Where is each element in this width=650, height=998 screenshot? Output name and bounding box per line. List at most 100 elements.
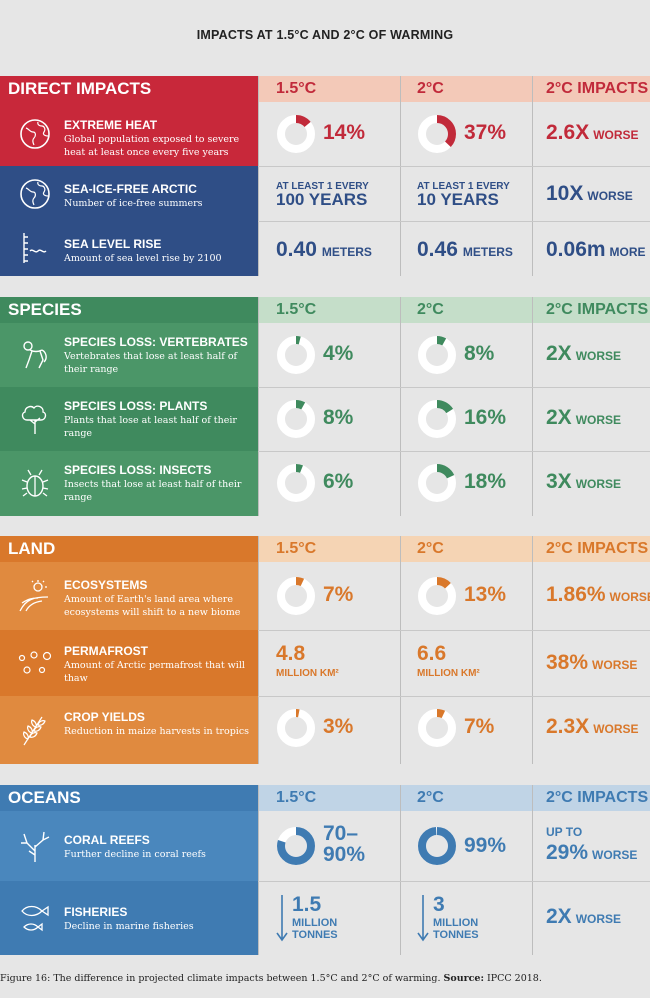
donut-fill bbox=[418, 400, 456, 438]
value-2c: 13% bbox=[464, 583, 507, 606]
donut-fill bbox=[418, 709, 456, 747]
value-2c-top: AT LEAST 1 EVERY bbox=[417, 181, 510, 192]
value-2c: 18% bbox=[464, 470, 507, 493]
col-2c: 2°C bbox=[417, 540, 444, 557]
value-2c: 6.6 bbox=[417, 642, 447, 665]
beetle-icon bbox=[21, 469, 49, 497]
unit-1-5c: MILLION TONNES bbox=[292, 917, 338, 941]
row-species-vertebrates: SPECIES LOSS: VERTEBRATES Vertebrates th… bbox=[0, 323, 650, 387]
col-2c: 2°C bbox=[417, 301, 444, 318]
value-2c: 16% bbox=[464, 406, 507, 429]
row-coral-reefs: CORAL REEFS Further decline in coral ree… bbox=[0, 811, 650, 881]
donut-fill bbox=[277, 464, 315, 502]
row-title: SEA-ICE-FREE ARCTIC bbox=[64, 182, 197, 196]
donut-ecosystems-2c bbox=[418, 577, 456, 615]
donut-coral-1-5c bbox=[277, 827, 315, 865]
impact-value: 2X WORSE bbox=[546, 342, 622, 365]
globe-icon bbox=[20, 179, 50, 209]
row-fisheries: FISHERIES Decline in marine fisheries 1.… bbox=[0, 881, 650, 955]
monkey-icon bbox=[23, 341, 47, 369]
infographic-title: IMPACTS AT 1.5°C AND 2°C OF WARMING bbox=[196, 28, 454, 42]
value-1-5c: 4.8 bbox=[276, 642, 306, 665]
row-title: EXTREME HEAT bbox=[64, 118, 158, 132]
impact-value: 0.06m MORE bbox=[546, 238, 646, 261]
section-title: LAND bbox=[0, 536, 258, 562]
row-title: SPECIES LOSS: VERTEBRATES bbox=[64, 335, 248, 349]
row-title: ECOSYSTEMS bbox=[64, 578, 148, 592]
donut-fill bbox=[277, 115, 315, 153]
impact-value: 29% WORSE bbox=[546, 841, 638, 864]
figure-caption: Figure 16: The difference in projected c… bbox=[0, 973, 542, 984]
row-permafrost: PERMAFROST Amount of Arctic permafrost t… bbox=[0, 630, 650, 696]
col-impacts: 2°C IMPACTS bbox=[546, 789, 649, 806]
donut-insects-1-5c bbox=[277, 464, 315, 502]
value-1-5c: 8% bbox=[323, 406, 354, 429]
impact-value: 2.6X WORSE bbox=[546, 121, 639, 144]
impact-prefix: UP TO bbox=[546, 825, 583, 839]
col-2c: 2°C bbox=[417, 789, 444, 806]
donut-crop-1-5c bbox=[277, 709, 315, 747]
row-desc: Insects that lose at least half of their… bbox=[64, 479, 242, 503]
value-1-5c: 14% bbox=[323, 121, 366, 144]
ice-particles-icon bbox=[18, 651, 52, 674]
donut-fill bbox=[277, 336, 315, 374]
col-1-5c: 1.5°C bbox=[276, 301, 317, 318]
donut-track bbox=[277, 709, 315, 747]
donut-coral-2c bbox=[418, 827, 456, 865]
col-2c: 2°C bbox=[417, 80, 444, 97]
donut-heat-2c bbox=[418, 115, 456, 153]
donut-track bbox=[418, 709, 456, 747]
section-species: SPECIES 1.5°C 2°C 2°C IMPACTS SPECIES LO… bbox=[0, 297, 650, 516]
donut-track bbox=[277, 400, 315, 438]
donut-fill bbox=[418, 577, 456, 615]
sea-level-gauge-icon bbox=[23, 233, 47, 263]
donut-vertebrates-1-5c bbox=[277, 336, 315, 374]
row-desc: Amount of sea level rise by 2100 bbox=[64, 253, 222, 264]
down-arrow-icon bbox=[276, 895, 288, 942]
row-desc: Global population exposed to severe heat… bbox=[64, 134, 240, 158]
value-2c: 37% bbox=[464, 121, 507, 144]
row-species-plants: SPECIES LOSS: PLANTS Plants that lose at… bbox=[0, 387, 650, 451]
donut-plants-1-5c bbox=[277, 400, 315, 438]
impact-value: 38% WORSE bbox=[546, 651, 638, 674]
value-2c: 0.46 METERS bbox=[417, 238, 513, 261]
impact-value: 2.3X WORSE bbox=[546, 715, 639, 738]
impact-value: 2X WORSE bbox=[546, 406, 622, 429]
value-2c: 7% bbox=[464, 715, 495, 738]
wheat-icon bbox=[23, 716, 46, 746]
donut-fill bbox=[418, 336, 456, 374]
section-title: OCEANS bbox=[0, 785, 258, 811]
value-1-5c: 100 YEARS bbox=[276, 190, 368, 209]
donut-track bbox=[277, 464, 315, 502]
donut-track bbox=[277, 336, 315, 374]
value-2c: 3 bbox=[433, 893, 445, 916]
donut-insects-2c bbox=[418, 464, 456, 502]
donut-fill bbox=[277, 400, 315, 438]
donut-fill bbox=[418, 115, 456, 153]
donut-track bbox=[418, 336, 456, 374]
row-desc: Number of ice-free summers bbox=[64, 198, 203, 209]
row-title: SPECIES LOSS: INSECTS bbox=[64, 463, 212, 477]
row-desc: Amount of Arctic permafrost that will th… bbox=[64, 660, 245, 684]
row-desc: Decline in marine fisheries bbox=[64, 921, 194, 932]
row-crop-yields: CROP YIELDS Reduction in maize harvests … bbox=[0, 696, 650, 764]
impact-value: 10X WORSE bbox=[546, 182, 633, 205]
unit-2c: MILLION KM² bbox=[417, 668, 480, 679]
donut-fill bbox=[418, 464, 456, 502]
row-extreme-heat: EXTREME HEAT Global population exposed t… bbox=[0, 102, 650, 166]
sun-landscape-icon bbox=[19, 580, 49, 612]
row-desc: Vertebrates that lose at least half of t… bbox=[64, 351, 238, 375]
col-impacts: 2°C IMPACTS bbox=[546, 301, 649, 318]
donut-fill bbox=[277, 709, 315, 747]
value-1-5c-top: AT LEAST 1 EVERY bbox=[276, 181, 369, 192]
row-sea-level-rise: SEA LEVEL RISE Amount of sea level rise … bbox=[0, 221, 650, 276]
donut-track bbox=[277, 577, 315, 615]
value-1-5c: 70– 90% bbox=[323, 822, 366, 866]
donut-fill bbox=[418, 827, 456, 865]
row-title: CROP YIELDS bbox=[64, 710, 145, 724]
row-ecosystems: ECOSYSTEMS Amount of Earth's land area w… bbox=[0, 562, 650, 630]
donut-fill bbox=[277, 577, 315, 615]
col-1-5c: 1.5°C bbox=[276, 540, 317, 557]
row-title: PERMAFROST bbox=[64, 644, 148, 658]
coral-icon bbox=[21, 831, 50, 862]
